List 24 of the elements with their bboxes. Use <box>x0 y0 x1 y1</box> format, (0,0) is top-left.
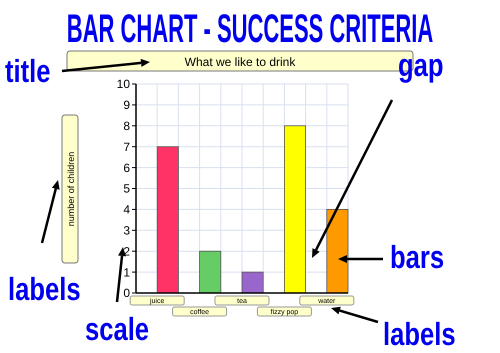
text: bars <box>390 240 444 276</box>
y-tick-label: 9 <box>123 98 130 112</box>
y-tick-label: 4 <box>123 202 130 217</box>
text: labels <box>383 317 456 353</box>
y-tick-label: 7 <box>123 140 130 154</box>
chart-subtitle: What we like to drink <box>184 55 296 69</box>
y-tick-label: 8 <box>123 119 130 133</box>
bar <box>284 125 306 294</box>
text: scale <box>85 312 150 348</box>
bar <box>242 272 264 294</box>
text: labels <box>8 272 81 308</box>
y-tick-label: 6 <box>123 160 130 175</box>
bar <box>326 209 348 294</box>
chart-title: BAR CHART - SUCCESS CRITERIA <box>66 6 434 51</box>
y-tick-label: 10 <box>116 77 130 92</box>
y-tick-label: 5 <box>123 182 130 196</box>
bar <box>156 146 179 294</box>
y-tick-label: 3 <box>123 224 130 238</box>
text: gap <box>398 48 444 84</box>
bar <box>199 250 222 294</box>
text: title <box>5 54 51 90</box>
y-tick-label: 0 <box>123 286 130 300</box>
y-tick-label: 1 <box>123 265 130 280</box>
y-axis-title: number of children <box>66 152 76 226</box>
